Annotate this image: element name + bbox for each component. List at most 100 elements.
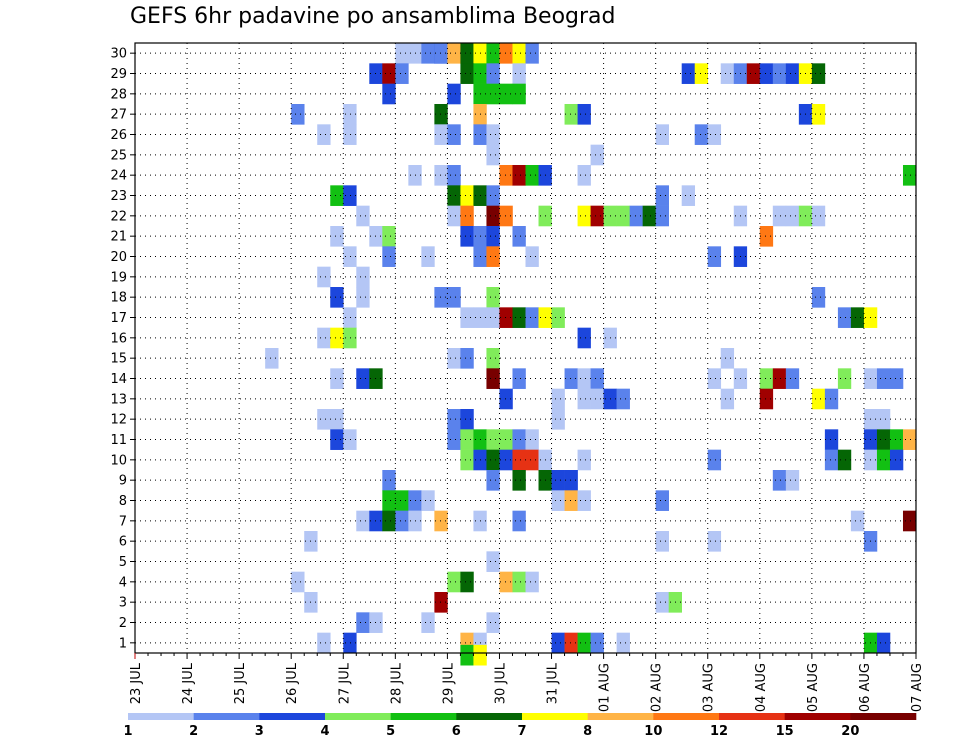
heatmap-cell xyxy=(356,612,370,633)
heatmap-cell xyxy=(525,307,539,328)
colorbar-swatch xyxy=(390,713,457,720)
x-tick-label: 05 AUG xyxy=(806,663,821,712)
heatmap-cell xyxy=(434,510,448,532)
colorbar-swatch xyxy=(784,713,851,720)
heatmap-cell xyxy=(382,510,396,532)
y-tick-label: 2 xyxy=(119,616,127,631)
x-tick-label: 27 JUL xyxy=(337,662,352,704)
heatmap-cell xyxy=(577,632,591,654)
heatmap-cell xyxy=(551,409,565,430)
heatmap-cell xyxy=(382,226,396,247)
heatmap-cell xyxy=(486,226,500,247)
grid-lines xyxy=(135,43,916,653)
heatmap-cell xyxy=(447,287,461,308)
heatmap-cell xyxy=(655,531,669,552)
y-tick-label: 23 xyxy=(110,189,127,204)
colorbar-swatch xyxy=(325,713,391,720)
y-tick-label: 18 xyxy=(110,291,127,306)
heatmap-cell xyxy=(382,490,396,511)
heatmap-cell xyxy=(421,612,435,633)
x-tick-label: 02 AUG xyxy=(650,663,665,712)
heatmap-cell xyxy=(486,205,500,227)
colorbar-label: 1 xyxy=(123,724,132,739)
heatmap-cell xyxy=(512,307,526,328)
heatmap-cell xyxy=(460,429,474,450)
heatmap-cell xyxy=(291,571,305,593)
heatmap-cell xyxy=(681,185,696,206)
heatmap-cell xyxy=(902,165,917,186)
heatmap-cell xyxy=(343,104,357,125)
heatmap-cell xyxy=(395,490,409,511)
heatmap-cell xyxy=(512,368,526,389)
y-tick-label: 6 xyxy=(119,535,127,550)
heatmap-cell xyxy=(499,388,513,410)
x-tick-label: 03 AUG xyxy=(702,663,717,712)
colorbar-label: 10 xyxy=(644,724,662,739)
heatmap-cell xyxy=(512,63,526,84)
heatmap-cell xyxy=(785,205,800,227)
heatmap-cell xyxy=(447,348,461,369)
heatmap-cell xyxy=(343,429,357,450)
heatmap-cell xyxy=(876,409,891,430)
heatmap-cell xyxy=(499,571,513,593)
y-tick-label: 12 xyxy=(110,413,127,428)
heatmap-cell xyxy=(486,124,500,145)
y-tick-label: 21 xyxy=(110,230,127,245)
heatmap-cell xyxy=(486,144,500,166)
heatmap-cell xyxy=(486,287,500,308)
heatmap-cell xyxy=(460,43,474,64)
heatmap-cell xyxy=(512,571,526,593)
heatmap-cell xyxy=(590,205,604,227)
y-tick-label: 27 xyxy=(110,108,127,123)
heatmap-cell xyxy=(434,165,448,186)
y-tick-label: 14 xyxy=(110,372,127,387)
heatmap-cell xyxy=(447,409,461,430)
colorbar-swatch xyxy=(259,713,326,720)
heatmap-cell xyxy=(382,63,396,84)
heatmap-cell xyxy=(564,368,578,389)
y-tick-label: 15 xyxy=(110,352,127,367)
heatmap-cell xyxy=(707,124,722,145)
heatmap-cell xyxy=(499,83,513,105)
colorbar-label: 5 xyxy=(386,724,395,739)
colorbar-label: 3 xyxy=(255,724,264,739)
heatmap-cell xyxy=(486,307,500,328)
colorbar-label: 6 xyxy=(452,724,461,739)
x-tick-label: 01 AUG xyxy=(598,663,613,712)
heatmap-cell xyxy=(837,449,852,471)
heatmap-cell xyxy=(447,429,461,450)
heatmap-cell xyxy=(772,368,787,389)
heatmap-cell xyxy=(876,429,891,450)
heatmap-cell xyxy=(564,632,578,654)
colorbar-swatch xyxy=(522,713,588,720)
heatmap-cell xyxy=(499,449,513,471)
heatmap-cell xyxy=(395,63,409,84)
heatmap-cell xyxy=(850,510,865,532)
heatmap-cell xyxy=(707,368,722,389)
heatmap-cell xyxy=(447,571,461,593)
heatmap-cell xyxy=(447,83,461,105)
heatmap-cell xyxy=(577,490,591,511)
heatmap-cell xyxy=(486,185,500,206)
y-tick-label: 25 xyxy=(110,148,127,163)
heatmap-cell xyxy=(785,63,800,84)
heatmap-cell xyxy=(876,449,891,471)
heatmap-cell xyxy=(707,449,722,471)
heatmap-cell xyxy=(525,165,539,186)
heatmap-cell xyxy=(317,632,331,654)
y-tick-label: 13 xyxy=(110,392,127,407)
heatmap-cell xyxy=(577,205,591,227)
heatmap-cell xyxy=(564,490,578,511)
heatmap-cell xyxy=(577,165,591,186)
y-tick-label: 9 xyxy=(119,474,127,489)
y-axis-ticks: 1234567891011121314151617181920212223242… xyxy=(110,47,135,651)
colorbar-swatch xyxy=(128,713,194,720)
y-tick-label: 17 xyxy=(110,311,127,326)
heatmap-cell xyxy=(772,470,787,491)
y-tick-label: 16 xyxy=(110,331,127,346)
heatmap-cell xyxy=(434,287,448,308)
heatmap-cell xyxy=(512,510,526,532)
heatmap-cell xyxy=(811,63,826,84)
heatmap-cell xyxy=(512,449,526,471)
